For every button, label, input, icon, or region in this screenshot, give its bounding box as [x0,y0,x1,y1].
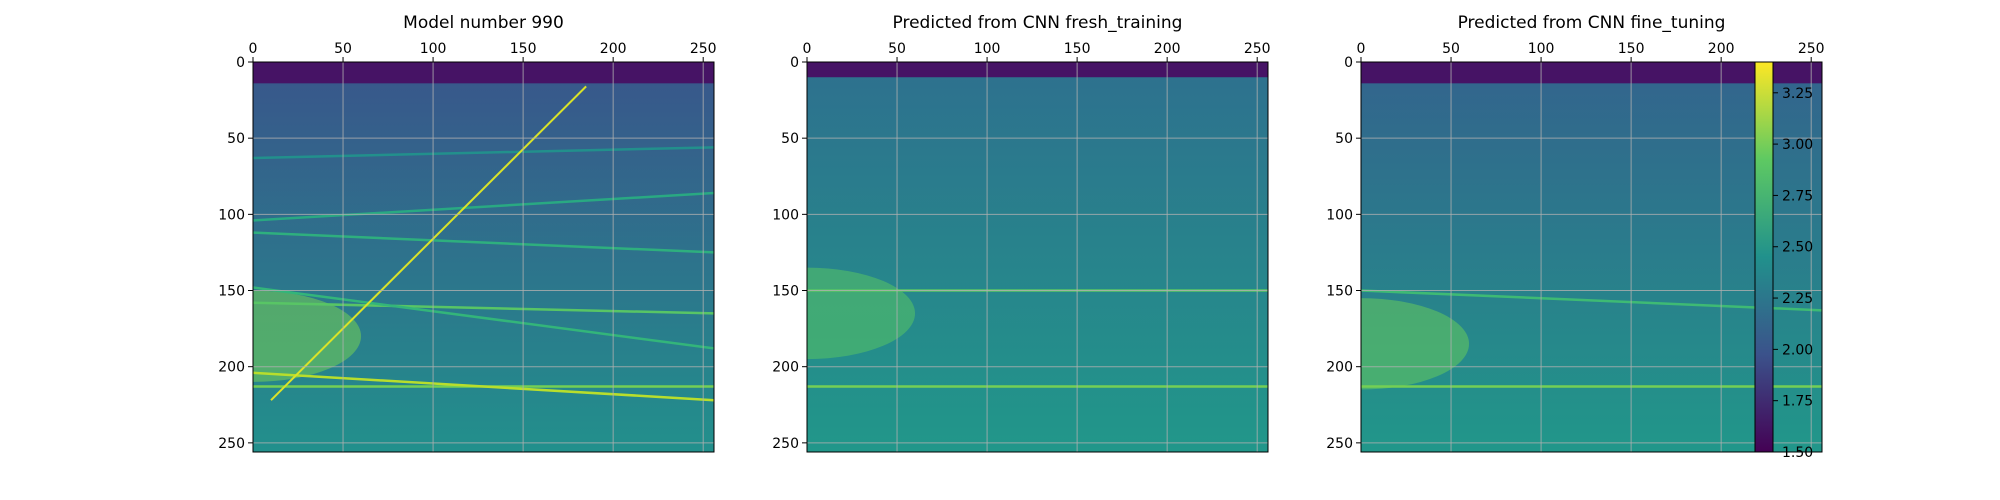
y-tick-label: 250 [1326,436,1353,452]
colorbar: 1.50 1.75 2.00 2.25 2.50 2.75 3.00 3.25 [1754,61,1813,461]
y-tick-label: 50 [227,131,245,147]
x-tick-label: 250 [1244,41,1271,57]
heatmap-top-band [807,62,1268,78]
y-tick-label: 0 [236,55,245,71]
colorbar-tick-label: 2.50 [1782,240,1813,256]
axes-frame [1360,61,1823,453]
y-tick-label: 100 [772,207,799,223]
x-tick-label: 50 [888,41,906,57]
colorbar-tick-label: 3.00 [1782,137,1813,153]
y-tick-label: 50 [1335,131,1353,147]
colorbar-tick-label: 2.00 [1782,342,1813,358]
y-tick-label: 50 [781,131,799,147]
colorbar-tick-label: 1.75 [1782,394,1813,410]
heatmap-background [1361,62,1822,452]
x-tick-label: 100 [974,41,1001,57]
x-tick-label: 50 [1442,41,1460,57]
heatmap-layer-3 [253,231,714,254]
heatmap-diagonal [270,85,587,401]
panel-2: 0 50 100 150 200 250 0 50 100 150 200 250 Predicted … [772,13,1271,453]
y-tick-label: 150 [1326,284,1353,300]
y-tick-label: 0 [790,55,799,71]
heatmap-layer-2 [253,191,714,222]
axes-frame [252,61,715,453]
x-tick-label: 200 [600,41,627,57]
panel-title: Predicted from CNN fresh_training [893,13,1183,33]
x-tick-label: 100 [420,41,447,57]
axes-frame [806,61,1269,453]
y-tick-label: 0 [1344,55,1353,71]
heatmap-background [807,62,1268,452]
heatmap-panels: 0 50 100 150 200 250 0 50 100 150 200 250 Model numb… [218,13,1825,453]
y-tick-label: 100 [1326,207,1353,223]
y-tick-label: 150 [772,284,799,300]
x-tick-label: 150 [1618,41,1645,57]
x-tick-label: 200 [1154,41,1181,57]
heatmap-layer-4 [253,301,714,315]
colorbar-tick-label: 2.25 [1782,291,1813,307]
x-tick-label: 200 [1708,41,1735,57]
colorbar-tick-label: 1.50 [1782,445,1813,461]
y-tick-label: 200 [218,360,245,376]
y-tick-label: 200 [772,360,799,376]
x-tick-label: 50 [334,41,352,57]
heatmap-background [253,62,714,452]
colorbar-gradient [1754,61,1774,453]
x-tick-label: 100 [1528,41,1555,57]
heatmap-layer-1 [253,146,714,160]
heatmap-top-band [1361,62,1822,84]
y-tick-label: 100 [218,207,245,223]
x-tick-label: 0 [1357,41,1366,57]
y-tick-label: 250 [772,436,799,452]
heatmap-layer-5 [253,286,714,350]
heatmap-top-band [253,62,714,84]
colorbar-tick-label: 2.75 [1782,188,1813,204]
heatmap-layer-7 [253,371,714,402]
x-tick-label: 150 [1064,41,1091,57]
heatmap-bright-zone [253,290,362,382]
x-tick-label: 0 [249,41,258,57]
x-tick-label: 250 [690,41,717,57]
panel-title: Model number 990 [403,13,564,33]
heatmap-layer-1 [1361,289,1822,312]
panel-3: 0 50 100 150 200 250 0 50 100 150 200 250 Predicted … [1326,13,1825,453]
panel-1: 0 50 100 150 200 250 0 50 100 150 200 250 Model numb… [218,13,717,453]
x-tick-label: 0 [803,41,812,57]
x-tick-label: 150 [510,41,537,57]
y-tick-label: 200 [1326,360,1353,376]
y-tick-label: 250 [218,436,245,452]
x-tick-label: 250 [1798,41,1825,57]
colorbar-tick-label: 3.25 [1782,86,1813,102]
panel-title: Predicted from CNN fine_tuning [1458,13,1726,33]
y-tick-label: 150 [218,284,245,300]
